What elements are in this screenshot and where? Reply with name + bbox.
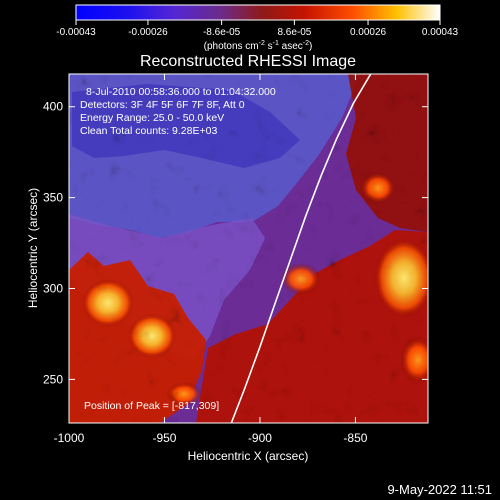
plot-area (69, 74, 428, 423)
colorbar-tick-label: 8.6e-05 (277, 27, 311, 38)
peak-position-label: Position of Peak = [-817,309] (84, 400, 219, 412)
info-time-range: 8-Jul-2010 00:58:36.000 to 01:04:32.000 (86, 86, 276, 98)
y-axis-label: Heliocentric Y (arcsec) (26, 188, 40, 308)
colorbar-tick-label: 0.00043 (422, 27, 459, 38)
observation-info: 8-Jul-2010 00:58:36.000 to 01:04:32.000 … (80, 86, 276, 137)
y-tick-label: 400 (43, 100, 63, 114)
solar-limb (230, 74, 372, 423)
colorbar-tick-label: 0.00026 (350, 27, 387, 38)
y-axis-ticks: 250 300 350 400 (43, 100, 428, 386)
colorbar-units-exp3: -2 (303, 40, 309, 47)
x-tick-label: -900 (248, 431, 272, 445)
colorbar-tick-label: -0.00043 (56, 27, 96, 38)
x-tick-label: -1000 (54, 431, 85, 445)
pixel-texture (69, 74, 428, 423)
colorbar-ticks: -0.00043 -0.00026 -8.6e-05 8.6e-05 0.00026 0.… (56, 20, 459, 38)
x-tick-label: -950 (152, 431, 176, 445)
colorbar-tick-label: -0.00026 (128, 27, 168, 38)
footer-timestamp: 9-May-2022 11:51 (387, 482, 492, 497)
colorbar-units-main: (photons cm (204, 41, 259, 52)
x-axis-label: Heliocentric X (arcsec) (188, 449, 309, 463)
y-tick-label: 250 (43, 372, 63, 386)
info-energy-range: Energy Range: 25.0 - 50.0 keV (80, 112, 224, 124)
chart-title: Reconstructed RHESSI Image (140, 53, 356, 70)
colorbar-units-mid: s (265, 41, 273, 52)
info-detectors: Detectors: 3F 4F 5F 6F 7F 8F, Att 0 (80, 99, 245, 111)
colorbar: -0.00043 -0.00026 -8.6e-05 8.6e-05 0.00026 0.… (56, 4, 459, 52)
info-clean-counts: Clean Total counts: 9.28E+03 (80, 125, 217, 137)
colorbar-units-close: ) (309, 41, 312, 52)
colorbar-units-exp1: -2 (259, 40, 265, 47)
colorbar-units-exp2: -1 (273, 40, 279, 47)
y-tick-label: 300 (43, 281, 63, 295)
x-axis-ticks: -1000 -950 -900 -850 (54, 74, 368, 445)
y-tick-label: 350 (43, 191, 63, 205)
plot-frame (68, 73, 429, 424)
colorbar-units-end: asec (279, 41, 303, 52)
colorbar-scale (75, 4, 441, 21)
x-tick-label: -850 (343, 431, 367, 445)
colorbar-units: (photons cm-2 s-1 asec-2) (204, 40, 313, 52)
colorbar-tick-label: -8.6e-05 (203, 27, 241, 38)
